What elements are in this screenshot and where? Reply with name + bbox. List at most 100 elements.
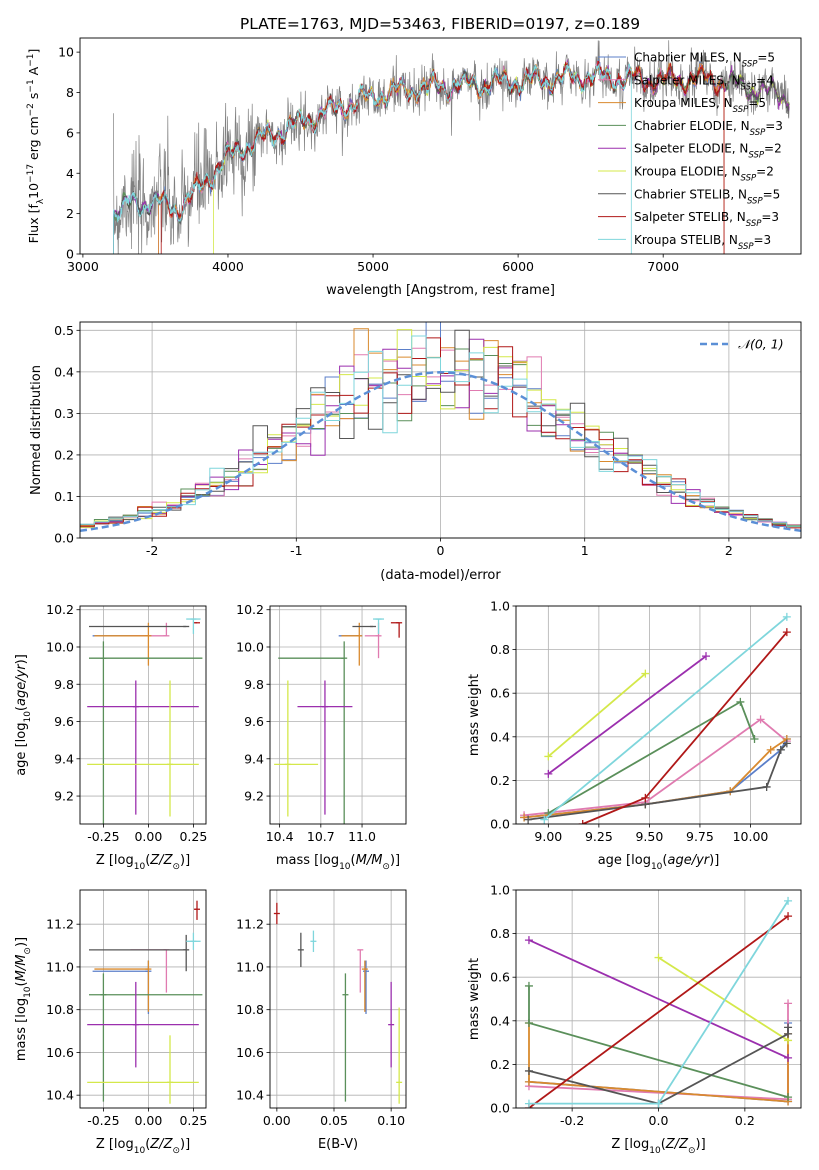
x-axis-label: (data-model)/error (380, 568, 501, 583)
x-axis-label-part: ( (351, 853, 356, 868)
y-axis-label: Normed distribution (29, 365, 44, 495)
y-axis-label-part: −1 (26, 54, 36, 67)
legend-label-sub: SSP (746, 219, 762, 229)
legend-label-sub: SSP (738, 242, 754, 252)
x-axis-label-part: E(B-V) (318, 1137, 358, 1152)
x-axis-label-part: 10 (649, 1146, 661, 1156)
age_vs_Z-plot-area (87, 618, 203, 824)
x-tick-label: 6000 (502, 259, 534, 274)
x-tick-label: -0.25 (87, 829, 119, 844)
legend-label: Chabrier MILES, NSSP=5 (634, 51, 775, 70)
residual-histogram (80, 335, 801, 529)
legend-label-suffix: =3 (754, 233, 772, 247)
weight-marker (762, 782, 771, 791)
legend-label: Salpeter STELIB, NSSP=3 (634, 210, 779, 229)
legend-label-main: Salpeter STELIB, N (634, 210, 746, 224)
y-tick-label: 0.0 (54, 531, 74, 546)
y-axis-label-part: 10 (23, 711, 33, 723)
weight-marker (702, 652, 710, 661)
y-axis-label-part: ⊙ (23, 947, 33, 955)
y-tick-label: 10 (58, 45, 74, 60)
weight-marker (782, 628, 791, 637)
spectrum-model-line (160, 60, 725, 254)
legend-label-main: Chabrier STELIB, N (634, 187, 747, 201)
x-tick-label: 9.00 (534, 829, 562, 844)
y-tick-label: 10.6 (236, 1045, 264, 1060)
legend-label-suffix: =4 (756, 73, 774, 87)
x-axis-label-part: ( (145, 853, 150, 868)
weight-marker (524, 815, 533, 824)
y-tick-label: 2 (66, 206, 74, 221)
mass_vs_Z-plot-area (87, 900, 203, 1104)
x-tick-label: 0.0 (649, 1113, 669, 1128)
weight-line (528, 1023, 789, 1103)
legend-label: Kroupa MILES, NSSP=5 (634, 96, 766, 115)
y-axis-label: mass [log10(M/M⊙)] (14, 937, 33, 1061)
y-tick-label: 9.4 (244, 751, 264, 766)
y-axis-label-part: λ (36, 198, 46, 204)
x-axis-label-part: Z [log (96, 853, 134, 868)
legend-label-main: Kroupa STELIB, N (634, 233, 738, 247)
legend-label-sub: SSP (750, 128, 766, 138)
legend-label-main: Salpeter ELODIE, N (634, 142, 748, 156)
y-tick-label: 11.0 (46, 959, 74, 974)
y-axis-label-part: −1 (26, 79, 36, 92)
legend-label-suffix: =3 (761, 210, 779, 224)
residual-legend: 𝒩(0, 1) (700, 337, 784, 352)
legend-label-main: Salpeter MILES, N (634, 73, 741, 87)
y-tick-label: 9.8 (244, 677, 264, 692)
y-tick-label: 0.2 (490, 773, 510, 788)
x-axis-label-part: mass [log (276, 853, 339, 868)
x-axis-label-part: age [log (598, 853, 651, 868)
y-axis-label-part: M/M (14, 955, 29, 982)
weight-marker (524, 981, 533, 990)
y-axis-label: mass weight (467, 958, 482, 1040)
y-tick-label: 9.2 (54, 789, 74, 804)
y-tick-label: 0.8 (490, 926, 510, 941)
x-tick-label: -0.2 (560, 1113, 584, 1128)
x-tick-label: 9.75 (686, 829, 714, 844)
weight-marker (641, 793, 650, 802)
legend-label-suffix: =5 (748, 96, 766, 110)
weight-marker (784, 999, 793, 1008)
residual-plot-area (80, 322, 801, 532)
y-axis-label-part: ] (26, 49, 41, 54)
y-axis-label-part: s (26, 93, 41, 104)
y-axis-label-part: )] (14, 937, 29, 947)
x-axis-label: age [log10(age/yr)] (598, 853, 720, 872)
y-tick-label: 0 (66, 247, 74, 262)
weight-marker (784, 912, 793, 921)
x-axis-label-part: )] (709, 853, 719, 868)
y-tick-label: 0.6 (490, 970, 510, 985)
y-tick-label: 11.2 (236, 917, 264, 932)
y-tick-label: 0.6 (490, 686, 510, 701)
y-tick-label: 9.2 (244, 789, 264, 804)
y-tick-label: 10.0 (46, 639, 74, 654)
y-tick-label: 10.2 (236, 602, 264, 617)
x-tick-label: 4000 (212, 259, 244, 274)
y-tick-label: 0.1 (54, 489, 74, 504)
y-tick-label: 9.8 (54, 677, 74, 692)
x-tick-label: 5000 (357, 259, 389, 274)
weight-marker (544, 752, 553, 761)
age_vs_mass-axes: 10.4 10.7 11.0 9.2 9.4 9.6 9.8 10.0 10.2 mass [lo… (236, 602, 406, 872)
y-tick-label: 10.8 (46, 1002, 74, 1017)
weight-marker (736, 697, 745, 706)
y-tick-label: 10.6 (46, 1045, 74, 1060)
y-tick-label: 0.0 (490, 817, 510, 832)
y-axis-label-part: erg cm (26, 116, 41, 164)
legend-label-sub: SSP (742, 60, 758, 70)
x-axis-label-part: )] (696, 1137, 706, 1152)
legend-label: Chabrier STELIB, NSSP=5 (634, 187, 780, 206)
y-axis-label-part: A (26, 66, 41, 79)
axes-frame (79, 889, 207, 1109)
y-axis-label-part: mass [log (14, 998, 29, 1061)
x-axis-label-part: Z/Z (149, 1137, 173, 1152)
x-tick-label: 0.25 (179, 829, 207, 844)
legend-label-suffix: =2 (764, 142, 782, 156)
x-axis-label-part: 10 (134, 1146, 146, 1156)
x-tick-label: 0.00 (134, 829, 162, 844)
y-tick-label: 9.6 (54, 714, 74, 729)
y-tick-label: 10.8 (236, 1002, 264, 1017)
